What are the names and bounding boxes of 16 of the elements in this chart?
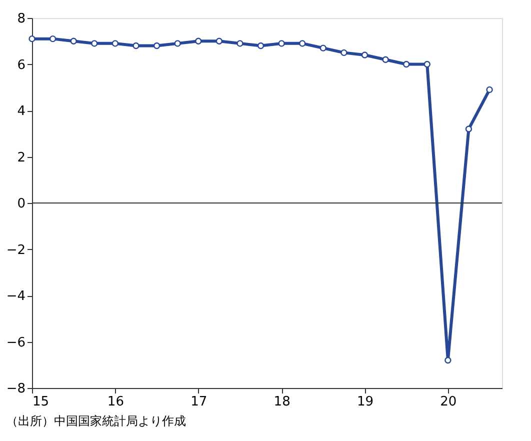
y-tick-label: 8 xyxy=(17,12,26,26)
x-tick-label: 16 xyxy=(107,394,124,410)
y-tick-label: 0 xyxy=(17,196,26,212)
y-tick-label: −4 xyxy=(6,289,26,304)
x-tick-label: 17 xyxy=(190,394,208,410)
x-tick-label: 18 xyxy=(274,394,290,410)
y-tick-label: 4 xyxy=(17,104,26,119)
y-tick-label: −8 xyxy=(6,382,26,396)
y-tick-label: 6 xyxy=(17,58,26,73)
x-tick-label: 15 xyxy=(32,394,50,410)
y-tick-label: −6 xyxy=(6,335,26,350)
x-tick-label: 20 xyxy=(440,394,457,410)
y-tick-label: 2 xyxy=(17,150,26,166)
y-tick-label: −2 xyxy=(6,242,26,258)
x-tick-label: 19 xyxy=(356,394,374,410)
text: （出所）中国国家統計局より作成 xyxy=(6,414,186,428)
